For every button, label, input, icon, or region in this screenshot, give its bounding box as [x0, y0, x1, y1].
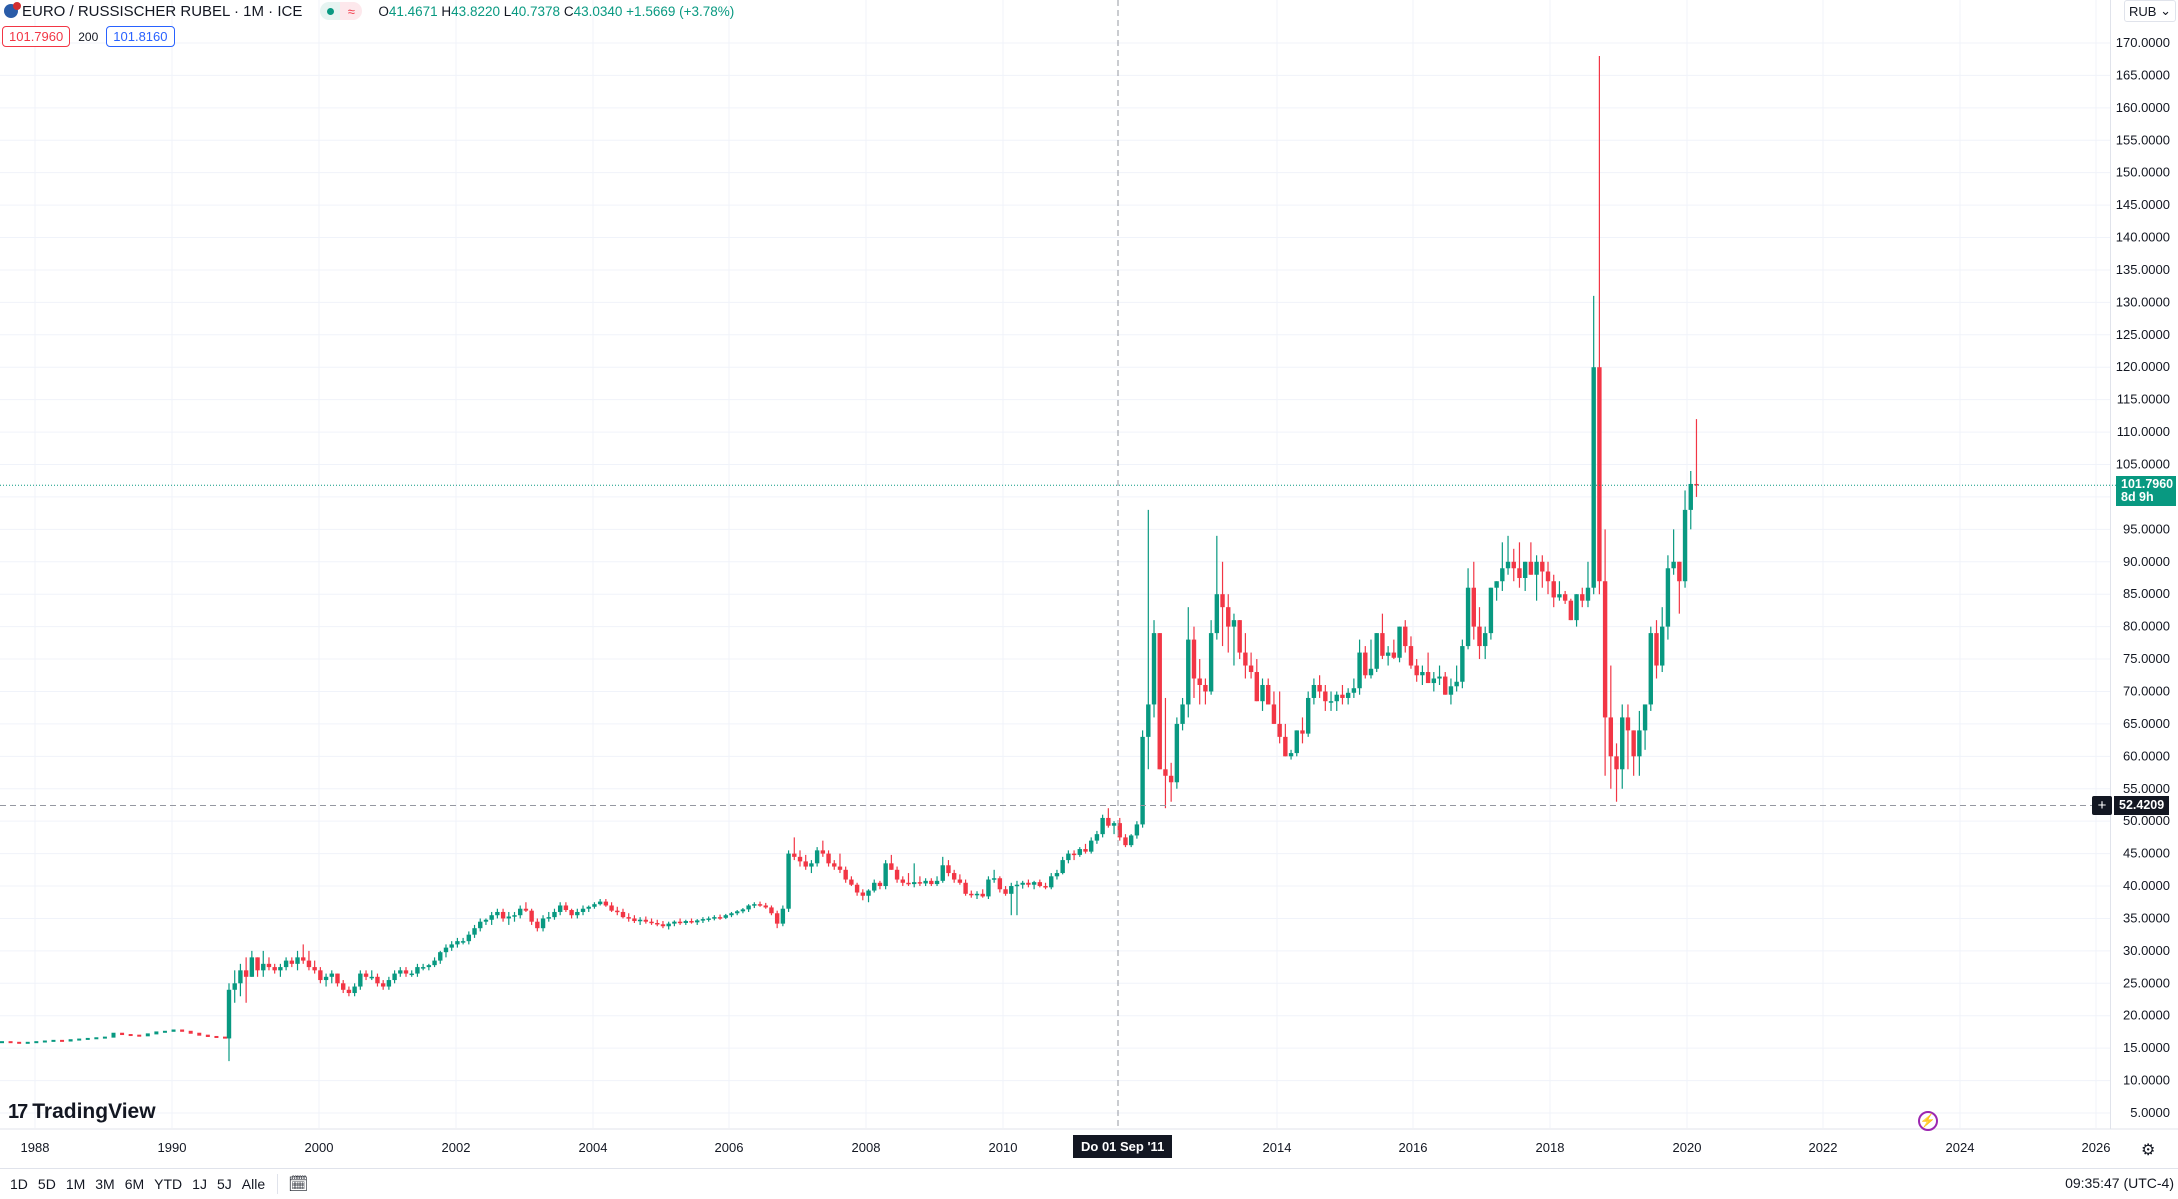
- y-tick-label: 95.0000: [2123, 521, 2170, 536]
- y-tick-label: 145.0000: [2116, 197, 2170, 212]
- range-5d[interactable]: 5D: [37, 1176, 56, 1192]
- y-tick-label: 30.0000: [2123, 943, 2170, 958]
- delayed-data-icon: ≈: [340, 2, 363, 20]
- divider: [277, 1174, 279, 1194]
- x-tick-label: 2014: [1263, 1140, 1292, 1155]
- y-tick-label: 90.0000: [2123, 554, 2170, 569]
- crosshair-date-label: Do 01 Sep '11: [1073, 1135, 1173, 1158]
- y-tick-label: 75.0000: [2123, 651, 2170, 666]
- y-tick-label: 80.0000: [2123, 619, 2170, 634]
- market-open-icon: [320, 2, 341, 20]
- range-5j[interactable]: 5J: [216, 1176, 232, 1192]
- range-1j[interactable]: 1J: [192, 1176, 207, 1192]
- x-tick-label: 2000: [305, 1140, 334, 1155]
- x-tick-label: 2026: [2082, 1140, 2111, 1155]
- y-tick-label: 25.0000: [2123, 975, 2170, 990]
- x-tick-label: 2020: [1673, 1140, 1702, 1155]
- x-tick-label: 1990: [158, 1140, 187, 1155]
- bar-countdown: 8d 9h: [2121, 490, 2154, 504]
- bottom-toolbar: 1D 5D 1M 3M 6M YTD 1J 5J Alle 🗓 09:35:47…: [0, 1168, 2178, 1199]
- gear-icon[interactable]: ⚙: [2141, 1142, 2156, 1159]
- clock[interactable]: 09:35:47 (UTC-4): [2065, 1175, 2174, 1191]
- add-plus-icon[interactable]: +: [2092, 796, 2112, 815]
- range-1d[interactable]: 1D: [10, 1176, 28, 1192]
- tradingview-logo-icon: 17: [8, 1100, 28, 1123]
- spread: 200: [78, 29, 99, 44]
- crosshair-price-label: + 52.4209: [2092, 796, 2170, 815]
- y-tick-label: 105.0000: [2116, 457, 2170, 472]
- y-tick-label: 155.0000: [2116, 132, 2170, 147]
- bid-ask: 101.7960 200 101.8160: [2, 26, 175, 47]
- x-tick-label: 2018: [1536, 1140, 1565, 1155]
- y-tick-label: 135.0000: [2116, 262, 2170, 277]
- y-tick-label: 65.0000: [2123, 716, 2170, 731]
- y-tick-label: 165.0000: [2116, 67, 2170, 82]
- y-tick-label: 85.0000: [2123, 586, 2170, 601]
- x-tick-label: 2004: [579, 1140, 608, 1155]
- y-tick-label: 140.0000: [2116, 230, 2170, 245]
- y-tick-label: 15.0000: [2123, 1040, 2170, 1055]
- y-tick-label: 55.0000: [2123, 781, 2170, 796]
- y-tick-label: 115.0000: [2117, 392, 2170, 407]
- currency-flag-icon: [4, 2, 21, 18]
- y-tick-label: 170.0000: [2116, 35, 2170, 50]
- range-3m[interactable]: 3M: [95, 1176, 115, 1192]
- last-price-label: 101.7960 8d 9h: [2116, 476, 2176, 506]
- y-tick-label: 160.0000: [2116, 100, 2170, 115]
- y-tick-label: 20.0000: [2123, 1008, 2170, 1023]
- x-tick-label: 1988: [21, 1140, 50, 1155]
- y-tick-label: 50.0000: [2123, 813, 2170, 828]
- range-6m[interactable]: 6M: [124, 1176, 145, 1192]
- range-alle[interactable]: Alle: [241, 1176, 266, 1192]
- x-tick-label: 2010: [989, 1140, 1018, 1155]
- chevron-down-icon: ⌄: [2160, 3, 2171, 18]
- y-tick-label: 125.0000: [2116, 327, 2170, 342]
- y-tick-label: 70.0000: [2123, 683, 2170, 698]
- flash-icon[interactable]: ⚡: [1918, 1111, 1938, 1131]
- y-tick-label: 120.0000: [2116, 359, 2170, 374]
- x-tick-label: 2022: [1809, 1140, 1838, 1155]
- market-status[interactable]: ≈: [320, 2, 363, 20]
- x-tick-label: 2006: [715, 1140, 744, 1155]
- y-tick-label: 10.0000: [2123, 1073, 2170, 1088]
- x-tick-label: 2024: [1946, 1140, 1975, 1155]
- ohlc-values: O41.4671 H43.8220 L40.7378 C43.0340 +1.5…: [378, 3, 735, 19]
- x-tick-label: 2002: [442, 1140, 471, 1155]
- y-tick-label: 110.0000: [2117, 424, 2170, 439]
- candles: [0, 55, 1699, 1062]
- y-tick-label: 40.0000: [2123, 878, 2170, 893]
- y-tick-label: 45.0000: [2123, 846, 2170, 861]
- range-ytd[interactable]: YTD: [154, 1176, 183, 1192]
- change-value: +1.5669 (+3.78%): [626, 3, 735, 19]
- y-tick-label: 5.0000: [2130, 1105, 2170, 1120]
- tradingview-logo[interactable]: 17 TradingView: [8, 1100, 156, 1123]
- y-tick-label: 60.0000: [2123, 748, 2170, 763]
- go-to-date-icon[interactable]: 🗓: [288, 1176, 309, 1193]
- currency-selector[interactable]: RUB ⌄: [2124, 0, 2176, 22]
- sell-button[interactable]: 101.7960: [2, 26, 71, 47]
- y-tick-label: 150.0000: [2116, 165, 2170, 180]
- x-tick-label: 2016: [1399, 1140, 1428, 1155]
- chart-legend: EURO / RUSSISCHER RUBEL · 1M · ICE ≈ O41…: [0, 0, 734, 22]
- range-1m[interactable]: 1M: [65, 1176, 86, 1192]
- x-tick-label: 2008: [852, 1140, 881, 1155]
- symbol-title[interactable]: EURO / RUSSISCHER RUBEL · 1M · ICE: [22, 2, 303, 20]
- y-tick-label: 130.0000: [2116, 294, 2170, 309]
- buy-button[interactable]: 101.8160: [106, 26, 175, 47]
- y-tick-label: 35.0000: [2123, 910, 2170, 925]
